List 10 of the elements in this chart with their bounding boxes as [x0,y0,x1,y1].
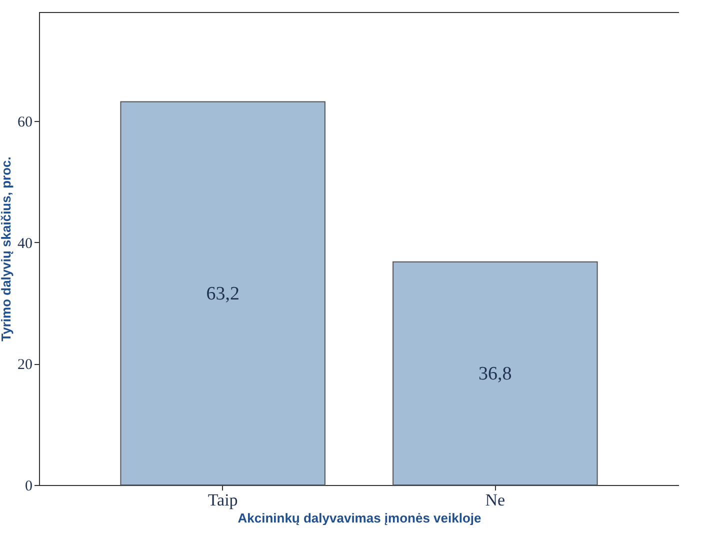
x-axis-title: Akcininkų dalyvavimas įmonės veikloje [238,510,482,526]
y-tick-label: 60 [18,114,32,131]
data-label: 63,2 [206,283,240,304]
y-tick-label: 0 [25,478,32,494]
x-tick-label: Ne [485,490,506,510]
x-tick-label: Taip [208,490,238,510]
y-axis-title: Tyrimo dalyvių skaičius, proc. [0,156,14,342]
y-tick-label: 40 [18,236,32,252]
y-tick-label: 20 [18,357,32,374]
data-label: 36,8 [478,363,512,384]
